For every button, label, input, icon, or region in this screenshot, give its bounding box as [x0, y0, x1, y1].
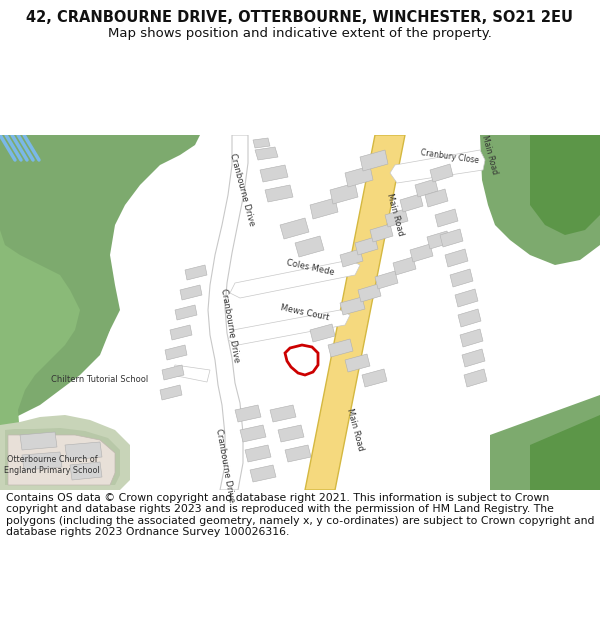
- Polygon shape: [330, 183, 358, 204]
- Polygon shape: [345, 354, 370, 372]
- Polygon shape: [435, 209, 458, 227]
- Polygon shape: [8, 435, 115, 485]
- Polygon shape: [375, 271, 398, 289]
- Polygon shape: [235, 405, 261, 422]
- Polygon shape: [458, 309, 481, 327]
- Polygon shape: [410, 244, 433, 262]
- Polygon shape: [450, 269, 473, 287]
- Polygon shape: [460, 329, 483, 347]
- Polygon shape: [265, 185, 293, 202]
- Polygon shape: [530, 415, 600, 490]
- Polygon shape: [65, 442, 102, 460]
- Polygon shape: [430, 164, 453, 182]
- Polygon shape: [245, 445, 271, 462]
- Polygon shape: [22, 452, 62, 470]
- Polygon shape: [328, 339, 353, 357]
- Text: Chiltern Tutorial School: Chiltern Tutorial School: [52, 376, 149, 384]
- Polygon shape: [165, 345, 187, 360]
- Polygon shape: [480, 135, 600, 265]
- Text: Cranbourne Drive: Cranbourne Drive: [214, 428, 236, 503]
- Polygon shape: [393, 257, 416, 275]
- Polygon shape: [370, 224, 393, 242]
- Polygon shape: [5, 428, 120, 485]
- Polygon shape: [440, 229, 463, 247]
- Polygon shape: [310, 324, 335, 342]
- Polygon shape: [162, 365, 184, 380]
- Polygon shape: [358, 284, 381, 302]
- Polygon shape: [250, 465, 276, 482]
- Polygon shape: [355, 237, 378, 255]
- Polygon shape: [362, 369, 387, 387]
- Polygon shape: [175, 305, 197, 320]
- Polygon shape: [278, 425, 304, 442]
- Polygon shape: [0, 135, 110, 490]
- Polygon shape: [385, 209, 408, 227]
- Polygon shape: [400, 194, 423, 212]
- Polygon shape: [255, 147, 278, 160]
- Text: 42, CRANBOURNE DRIVE, OTTERBOURNE, WINCHESTER, SO21 2EU: 42, CRANBOURNE DRIVE, OTTERBOURNE, WINCH…: [26, 10, 574, 25]
- Polygon shape: [530, 135, 600, 235]
- Text: Contains OS data © Crown copyright and database right 2021. This information is : Contains OS data © Crown copyright and d…: [6, 492, 595, 538]
- Polygon shape: [185, 265, 207, 280]
- Text: Cranbury Close: Cranbury Close: [420, 149, 480, 166]
- Polygon shape: [295, 236, 324, 257]
- Text: Cranbourne Drive: Cranbourne Drive: [228, 152, 256, 228]
- Polygon shape: [253, 138, 270, 148]
- Text: Main Road: Main Road: [345, 408, 365, 452]
- Polygon shape: [340, 249, 363, 267]
- Polygon shape: [160, 385, 182, 400]
- Text: Coles Mede: Coles Mede: [285, 259, 335, 278]
- Polygon shape: [70, 462, 102, 480]
- Text: Main Road: Main Road: [481, 134, 500, 176]
- Polygon shape: [455, 289, 478, 307]
- Polygon shape: [20, 432, 57, 450]
- Polygon shape: [228, 310, 350, 345]
- Polygon shape: [208, 135, 248, 490]
- Polygon shape: [464, 369, 487, 387]
- Text: Mews Court: Mews Court: [280, 304, 330, 322]
- Polygon shape: [462, 349, 485, 367]
- Text: Map shows position and indicative extent of the property.: Map shows position and indicative extent…: [108, 27, 492, 40]
- Polygon shape: [340, 297, 365, 315]
- Polygon shape: [285, 445, 311, 462]
- Polygon shape: [310, 198, 338, 219]
- Text: Cranbourne Drive: Cranbourne Drive: [219, 288, 241, 362]
- Polygon shape: [425, 189, 448, 207]
- Polygon shape: [260, 165, 288, 182]
- Polygon shape: [427, 231, 450, 249]
- Polygon shape: [280, 218, 309, 239]
- Polygon shape: [172, 365, 210, 382]
- Polygon shape: [0, 135, 200, 425]
- Text: Otterbourne Church of
England Primary School: Otterbourne Church of England Primary Sc…: [4, 455, 100, 475]
- Polygon shape: [170, 325, 192, 340]
- Polygon shape: [415, 179, 438, 197]
- Polygon shape: [390, 150, 485, 183]
- Polygon shape: [305, 135, 405, 490]
- Polygon shape: [445, 249, 468, 267]
- Polygon shape: [360, 150, 388, 171]
- Text: Main Road: Main Road: [385, 192, 405, 238]
- Polygon shape: [240, 425, 266, 442]
- Polygon shape: [490, 395, 600, 490]
- Polygon shape: [180, 285, 202, 300]
- Polygon shape: [345, 166, 373, 187]
- Polygon shape: [270, 405, 296, 422]
- Polygon shape: [230, 260, 360, 298]
- Polygon shape: [0, 415, 130, 490]
- Polygon shape: [0, 230, 80, 490]
